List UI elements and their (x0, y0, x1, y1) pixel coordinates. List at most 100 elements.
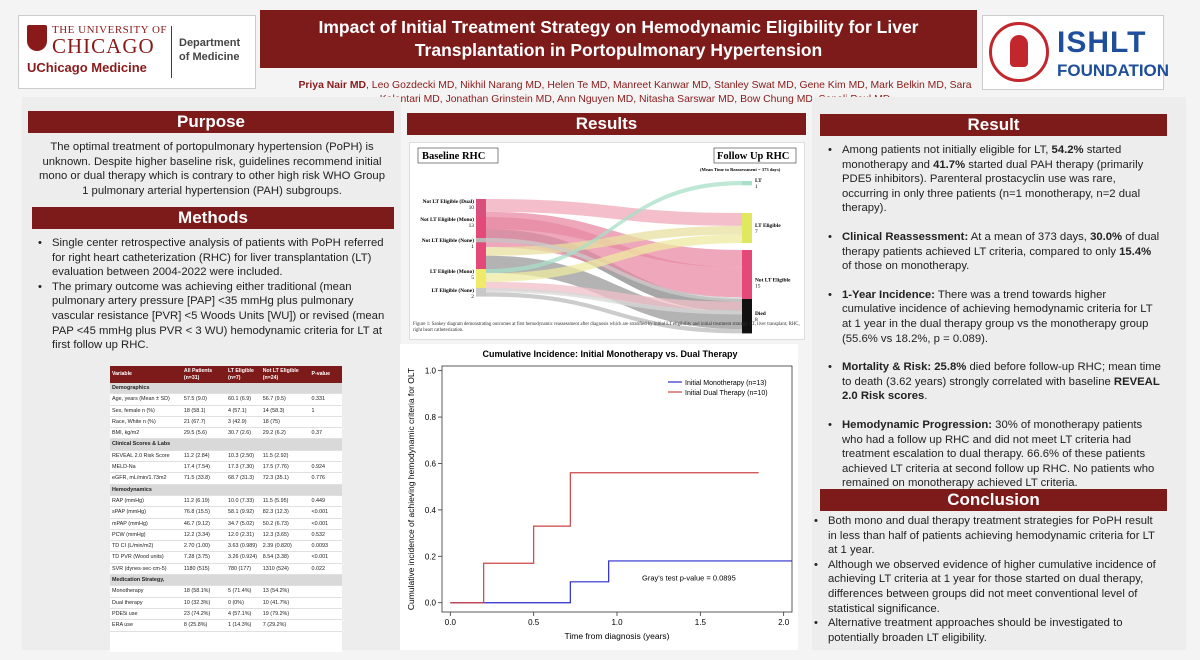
sankey-flow (486, 238, 742, 302)
result-text: At a mean of 373 days, (968, 230, 1091, 243)
table-row: Monotherapy 18 (58.1%) 5 (71.4%) 13 (54.2%) (110, 585, 342, 598)
table-cell: REVEAL 2.0 Risk Score (110, 450, 182, 463)
sankey-left-count: 5 (471, 275, 474, 281)
table-category-row: Medication Strategy, (110, 574, 342, 587)
lead-author: Priya Nair MD (298, 80, 367, 91)
table-cell: 1 (14.3%) (225, 619, 261, 632)
sankey-right-count: 15 (755, 283, 761, 289)
result-bullet: Mortality & Risk: 25.8% died before foll… (826, 360, 1162, 404)
sankey-left-count: 1 (471, 244, 474, 250)
ishlt-text: ISHLT (1057, 26, 1147, 59)
table-cell: Race, White n (%) (110, 416, 182, 429)
methods-heading: Methods (32, 207, 394, 229)
methods-bullet: Single center retrospective analysis of … (36, 236, 394, 280)
table-cell: 17.3 (7.30) (225, 461, 261, 474)
conclusion-bullet: Both mono and dual therapy treatment str… (812, 514, 1162, 558)
sankey-figure: Baseline RHC Follow Up RHC (Mean Time to R… (409, 142, 805, 340)
sankey-right-label: LT (755, 178, 762, 184)
table-cell: Dual therapy (110, 597, 182, 609)
table-category-row: Hemodynamics (110, 484, 342, 496)
table-cell: 18 (75) (260, 416, 310, 429)
sankey-diagram: Baseline RHC Follow Up RHC (Mean Time to R… (417, 147, 797, 334)
sankey-right-node (742, 299, 752, 334)
table-category-row: Demographics (110, 383, 342, 395)
sankey-left-title: Baseline RHC (422, 151, 485, 162)
table-row: mPAP (mmHg) 46.7 (9.12) 34.7 (5.02) 50.2 (6… (110, 518, 342, 530)
result-text: . (924, 390, 928, 403)
table-row: TD CI (L/min/m2) 2.70 (1.00) 3.63 (0.989) 2… (110, 540, 342, 553)
conclusion-bullet: Alternative treatment approaches should … (812, 616, 1162, 645)
university-line2: CHICAGO (52, 34, 155, 58)
university-line1: THE UNIVERSITY OF (52, 24, 168, 36)
sankey-left-node (476, 288, 486, 297)
result-bold-text: REVEAL 2.0 Risk scores (842, 375, 1160, 403)
table-cell: 76.8 (15.5) (181, 506, 226, 519)
table-row: sPAP (mmHg) 76.8 (15.5) 58.1 (9.92) 82.3 (1… (110, 506, 342, 519)
sankey-right-label: LT Eligible (755, 223, 781, 229)
sankey-flow (486, 281, 742, 311)
title-line1: Impact of Initial Treatment Strategy on … (318, 17, 919, 37)
authors-rest: , Leo Gozdecki MD, Nikhil Narang MD, Hel… (366, 80, 972, 91)
table-cell: <0.001 (309, 506, 342, 519)
table-cell: 8.54 (3.38) (260, 551, 310, 564)
table-cell: 46.7 (9.12) (181, 518, 226, 530)
uchicago-shield-icon (27, 25, 47, 51)
sankey-right-label: Not LT Eligible (755, 277, 791, 283)
table-cell: 7.28 (3.75) (181, 551, 226, 564)
y-tick-label: 0.0 (425, 599, 437, 608)
sankey-left-label: Not LT Eligible (Mono) (420, 216, 474, 223)
sankey-right-subtitle: (Mean Time to Reassessment = 373 days) (700, 167, 781, 172)
table-cell: 1180 (515) (181, 563, 226, 576)
sankey-left-count: 13 (469, 223, 475, 229)
table-cell: 58.1 (9.92) (225, 506, 261, 519)
result-bold-text: Mortality & Risk: 25.8% (842, 361, 967, 374)
table-cell: 4 (57.1) (225, 405, 261, 417)
ishlt-seal-icon (989, 22, 1049, 82)
result-text: There was a trend towards higher cumulat… (842, 288, 1153, 345)
table-header: LT Eligible (n=7) (225, 366, 261, 383)
table-cell: 0.022 (309, 563, 342, 576)
table-cell: <0.001 (309, 518, 342, 530)
y-tick-label: 0.6 (425, 459, 437, 468)
table-row: ERA use 8 (25.8%) 1 (14.3%) 7 (29.2%) (110, 619, 342, 632)
chart-annotation: Gray's test p-value = 0.0895 (642, 574, 736, 583)
table-cell: 4 (57.1%) (225, 608, 261, 621)
table-row: SVR (dynes·sec·cm-5) 1180 (515) 780 (177) 1… (110, 563, 342, 576)
sankey-left-count: 2 (471, 294, 474, 300)
table-cell: 10 (41.7%) (260, 597, 310, 609)
sankey-left-label: LT Eligible (None) (431, 287, 474, 294)
sankey-left-label: Not LT Eligible (None) (422, 237, 474, 244)
table-cell (260, 574, 310, 587)
series-line (450, 472, 759, 604)
table-cell: Hemodynamics (110, 484, 182, 496)
sankey-flows (486, 181, 742, 334)
table-cell: 10.0 (7.33) (225, 495, 261, 508)
table-cell: 82.3 (12.3) (260, 506, 310, 519)
table-cell (260, 438, 310, 451)
table-cell: 19 (79.2%) (260, 608, 310, 621)
table-cell: sPAP (mmHg) (110, 506, 182, 519)
table-cell: 1310 (524) (260, 563, 310, 576)
table-cell: 72.3 (35.1) (260, 472, 310, 485)
table-cell (181, 383, 226, 395)
heart-lung-icon (1010, 35, 1028, 67)
table-cell: 0.0093 (309, 540, 342, 553)
table-cell: 2.70 (1.00) (181, 540, 226, 553)
table-cell: PCW (mmHg) (110, 529, 182, 542)
table-cell: 7 (29.2%) (260, 619, 310, 632)
sankey-right-count: 7 (755, 229, 758, 235)
table-cell: 0.532 (309, 529, 342, 542)
table-cell: 12.2 (3.34) (181, 529, 226, 542)
result-bold-text: Clinical Reassessment: (842, 230, 969, 243)
series-line (450, 560, 792, 604)
table-cell: TD PVR (Wood units) (110, 551, 182, 564)
table-cell: 0.331 (309, 393, 342, 406)
result-list: Among patients not initially eligible fo… (826, 143, 1162, 491)
table-cell: ERA use (110, 619, 182, 632)
table-cell: 29.5 (5.6) (181, 427, 226, 440)
conclusion-bullet: Although we observed evidence of higher … (812, 558, 1162, 616)
table-cell (260, 484, 310, 496)
sankey-flow (486, 292, 742, 334)
table-cell (309, 585, 342, 598)
table-cell: Demographics (110, 383, 182, 395)
